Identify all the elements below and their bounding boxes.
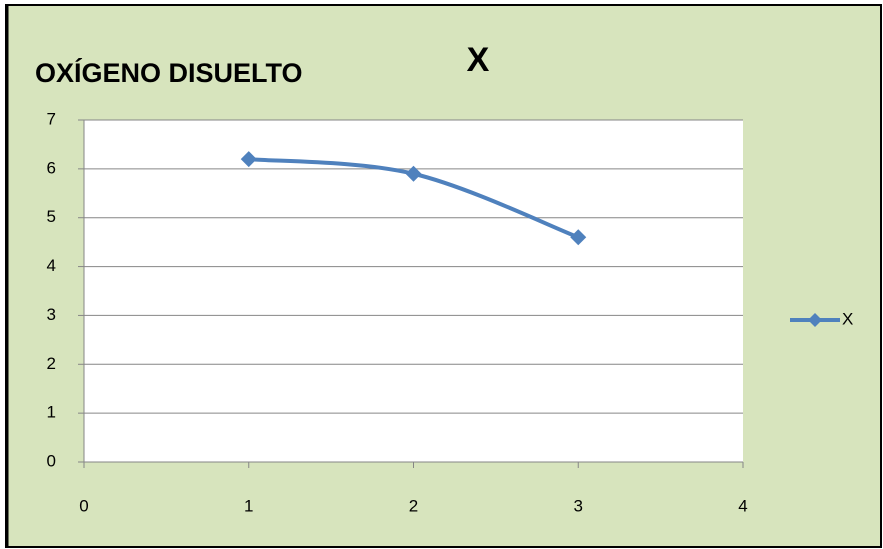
y-tick-label: 1 — [47, 403, 56, 422]
y-tick-label: 6 — [47, 158, 56, 177]
legend-label: X — [842, 309, 853, 328]
y-tick-label: 5 — [47, 207, 56, 226]
y-tick-label: 0 — [47, 451, 56, 470]
legend-marker — [808, 313, 822, 327]
x-tick-label: 2 — [409, 496, 418, 515]
y-tick-label: 3 — [47, 305, 56, 324]
data-point — [405, 165, 422, 182]
x-tick-label: 3 — [574, 496, 583, 515]
x-tick-label: 1 — [244, 496, 253, 515]
x-tick-label: 4 — [738, 496, 747, 515]
chart-title: X — [467, 41, 490, 79]
y-tick-label: 2 — [47, 354, 56, 373]
y-tick-label: 7 — [47, 109, 56, 128]
data-point — [570, 229, 587, 246]
data-point — [240, 151, 257, 168]
annotation: OXÍGENO DISUELTO — [35, 57, 303, 88]
y-tick-label: 4 — [47, 256, 56, 275]
x-tick-label: 0 — [79, 496, 88, 515]
